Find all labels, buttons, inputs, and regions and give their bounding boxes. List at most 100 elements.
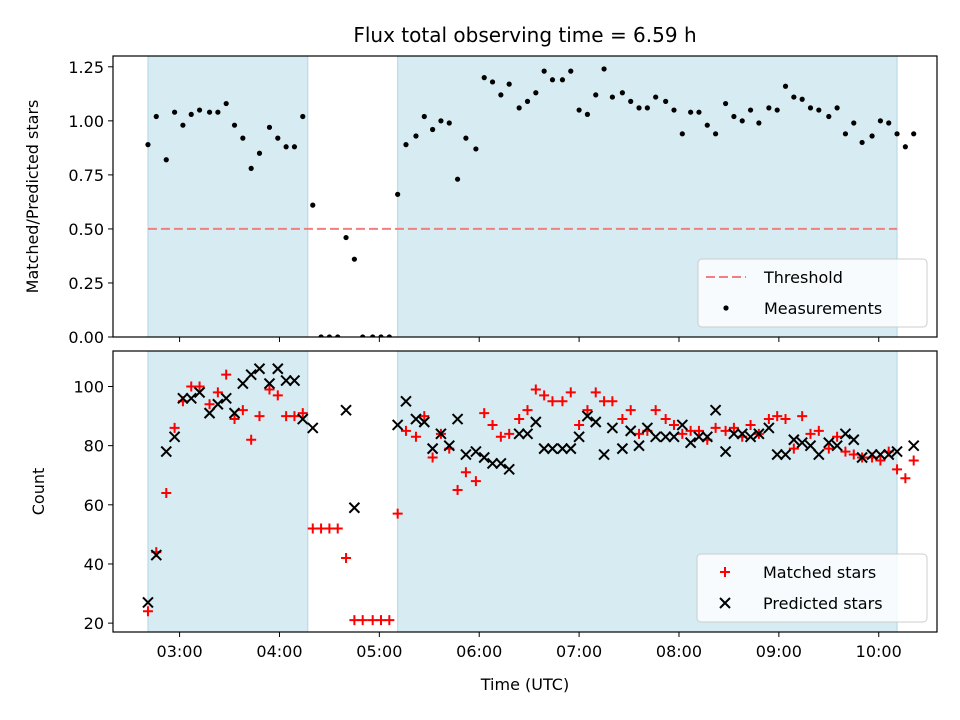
legend-box (696, 553, 928, 623)
measurement-point (663, 98, 669, 104)
matched-star-point (710, 422, 721, 433)
predicted-star-point (701, 431, 713, 443)
matched-star-point (487, 419, 498, 430)
measurement-point (446, 120, 452, 126)
x-tick-label: 08:00 (656, 642, 702, 661)
predicted-star-point (203, 407, 216, 419)
matched-star-point (514, 414, 525, 425)
matched-star-point (452, 485, 463, 496)
measurement-point (481, 75, 487, 81)
observing-window (147, 56, 309, 337)
predicted-star-point (606, 422, 619, 434)
matched-star-point (823, 443, 834, 454)
predicted-star-point (728, 428, 740, 440)
predicted-star-point (659, 431, 672, 443)
legend-threshold-label: Threshold (763, 268, 843, 287)
measurement-point (593, 92, 599, 98)
legend-matched-label: Matched stars (763, 563, 876, 582)
measurement-point (886, 120, 892, 126)
measurement-point (498, 92, 504, 98)
predicted-star-point (771, 448, 783, 461)
predicted-star-point (348, 502, 361, 514)
predicted-star-point (307, 422, 319, 434)
observing-window (147, 351, 309, 632)
measurement-point (731, 113, 737, 120)
matched-star-point (668, 419, 679, 430)
measurement-point (196, 107, 203, 113)
measurement-point (549, 77, 556, 83)
measurement-point (206, 109, 213, 115)
measurement-point (688, 109, 694, 115)
matched-star-point (400, 425, 411, 436)
measurement-point (877, 118, 884, 124)
matched-star-point (479, 408, 490, 419)
measurement-point (291, 144, 298, 150)
measurement-point (163, 157, 169, 163)
predicted-star-point (883, 448, 895, 461)
predicted-star-point (288, 374, 301, 387)
measurement-point (902, 144, 908, 150)
predicted-star-point (823, 436, 835, 449)
predicted-star-point (150, 549, 162, 561)
predicted-star-point (220, 392, 232, 405)
y-axis-label: Matched/Predicted stars (23, 100, 42, 294)
matched-star-point (212, 387, 223, 398)
measurement-point (576, 107, 582, 113)
measurement-point (851, 120, 857, 126)
measurement-point (180, 122, 186, 128)
predicted-star-point (435, 428, 447, 440)
x-tick-label: 07:00 (556, 642, 602, 661)
legend: Matched stars Predicted stars (696, 553, 928, 623)
predicted-star-point (874, 448, 887, 461)
matched-star-point (341, 553, 352, 564)
axes-frame (112, 55, 938, 338)
measurement-point (145, 142, 151, 148)
measurement-point (609, 94, 615, 100)
measurement-point (671, 107, 677, 113)
measurement-point (256, 150, 263, 156)
matched-star-point (460, 467, 471, 478)
predicted-star-point (668, 431, 680, 443)
matched-star-point (495, 431, 506, 442)
measurement-point (188, 111, 194, 117)
predicted-star-point (263, 377, 276, 390)
matched-star-point (813, 425, 824, 436)
predicted-star-point (272, 363, 284, 375)
y-tick-label: 1.25 (68, 58, 104, 77)
matched-star-point (161, 487, 172, 498)
measurement-point (679, 131, 685, 137)
y-tick-label: 1.00 (68, 112, 104, 131)
matched-star-point (832, 431, 843, 442)
y-tick-label: 20 (84, 614, 104, 633)
predicted-star-point (641, 422, 654, 434)
predicted-star-point (185, 392, 197, 405)
predicted-star-point (788, 434, 800, 446)
matched-star-point (410, 431, 421, 442)
matched-star-point (142, 606, 153, 617)
predicted-star-point (297, 413, 309, 425)
predicted-star-point (253, 363, 266, 375)
predicted-star-point (470, 445, 482, 458)
predicted-star-point (866, 448, 878, 461)
measurement-point (644, 105, 650, 111)
measurement-point (386, 334, 392, 337)
matched-star-point (805, 428, 816, 439)
chart-title: Flux total observing time = 6.59 h (353, 23, 696, 47)
y-tick-label: 100 (73, 377, 104, 396)
measurement-point (454, 176, 461, 182)
matched-star-point (763, 414, 774, 425)
matched-star-point (892, 464, 903, 475)
predicted-star-point (744, 431, 757, 443)
predicted-star-point (856, 451, 868, 464)
measurement-point (266, 124, 273, 130)
legend-measurement-swatch (723, 305, 729, 311)
measurement-point (171, 109, 178, 115)
matched-star-point (530, 384, 541, 395)
measurement-point (360, 334, 366, 337)
matched-star-point (634, 428, 645, 439)
measurement-point (335, 334, 341, 337)
measurement-point (240, 135, 246, 141)
measurement-point (713, 131, 719, 137)
y-tick-label: 0.25 (68, 274, 104, 293)
legend-matched-swatch (720, 567, 730, 577)
